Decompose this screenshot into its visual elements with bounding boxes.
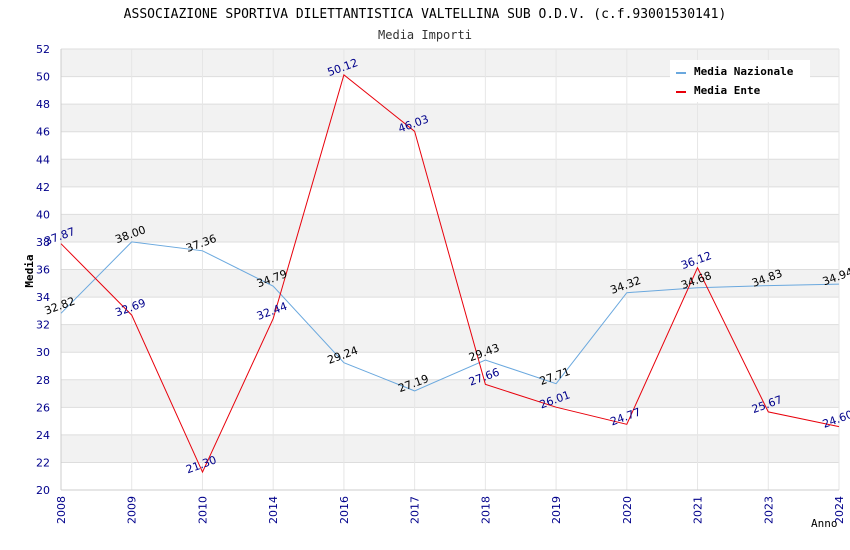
- y-tick-label: 28: [36, 374, 50, 387]
- y-axis-ticks: 20 22 24 26 28 30 32 34 36 38 40 42 44 46 48 50 52: [36, 43, 50, 497]
- grid-band: [61, 379, 839, 408]
- data-label: 32.44: [255, 300, 289, 323]
- x-axis-label: Anno: [811, 517, 838, 530]
- y-tick-label: 50: [36, 71, 50, 84]
- series-line-media-nazionale: [60, 241, 840, 392]
- x-tick-label: 2009: [126, 496, 139, 524]
- x-tick-label: 2024: [833, 496, 846, 524]
- data-label: 32.69: [114, 296, 148, 319]
- x-tick-label: 2017: [409, 496, 422, 524]
- y-tick-label: 52: [36, 43, 50, 56]
- chart-subtitle: Media Importi: [378, 28, 472, 42]
- grid-lines: [60, 48, 840, 491]
- data-label: 24.77: [609, 405, 643, 428]
- x-tick-label: 2020: [621, 496, 634, 524]
- series-lines: [60, 74, 840, 474]
- legend-box: [670, 60, 810, 102]
- y-tick-label: 26: [36, 401, 50, 414]
- y-tick-label: 30: [36, 346, 50, 359]
- y-tick-label: 48: [36, 98, 50, 111]
- y-tick-label: 38: [36, 236, 50, 249]
- grid-band: [61, 269, 839, 298]
- y-tick-label: 32: [36, 319, 50, 332]
- y-tick-label: 42: [36, 181, 50, 194]
- y-tick-label: 36: [36, 264, 50, 277]
- grid-band: [61, 104, 839, 132]
- x-tick-label: 2019: [550, 496, 563, 524]
- series-line-media-ente: [60, 74, 840, 474]
- x-tick-label: 2010: [196, 496, 209, 524]
- y-tick-label: 44: [36, 153, 50, 166]
- x-tick-label: 2016: [338, 496, 351, 524]
- x-tick-label: 2021: [692, 496, 705, 524]
- chart-title: ASSOCIAZIONE SPORTIVA DILETTANTISTICA VA…: [124, 7, 727, 22]
- legend-label-media-nazionale: Media Nazionale: [694, 65, 794, 78]
- data-label: 37.87: [43, 225, 77, 248]
- y-tick-label: 34: [36, 291, 50, 304]
- x-tick-label: 2008: [55, 496, 68, 524]
- legend: Media Nazionale Media Ente: [670, 60, 810, 102]
- y-tick-label: 40: [36, 208, 50, 221]
- y-axis-label: Media: [23, 254, 36, 287]
- grid-band: [61, 434, 839, 463]
- x-tick-label: 2014: [267, 496, 280, 524]
- x-tick-label: 2018: [479, 496, 492, 524]
- y-tick-label: 20: [36, 484, 50, 497]
- y-tick-label: 46: [36, 126, 50, 139]
- legend-label-media-ente: Media Ente: [694, 84, 761, 97]
- x-tick-label: 2023: [762, 496, 775, 524]
- grid-band: [61, 159, 839, 187]
- x-axis-ticks: 2008 2009 2010 2014 2016 2017 2018 2019 2020 2021…: [55, 496, 846, 524]
- y-tick-label: 22: [36, 456, 50, 469]
- y-tick-label: 24: [36, 429, 50, 442]
- grid-band: [61, 324, 839, 353]
- data-label: 24.60: [821, 408, 850, 431]
- plot-background-bands: [61, 49, 839, 463]
- grid-band: [61, 214, 839, 242]
